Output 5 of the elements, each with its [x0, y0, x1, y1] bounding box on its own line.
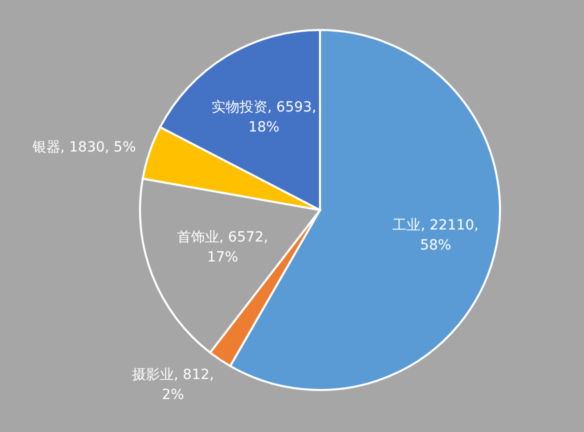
slice-label: 首饰业, 6572, 17% — [177, 230, 268, 266]
slice-label: 摄影业, 812, 2% — [132, 366, 214, 403]
slice-label: 银器, 1830, 5% — [31, 139, 136, 156]
slice-label: 工业, 22110, 58% — [392, 217, 479, 254]
slice-label: 实物投资, 6593, 18% — [211, 100, 316, 136]
